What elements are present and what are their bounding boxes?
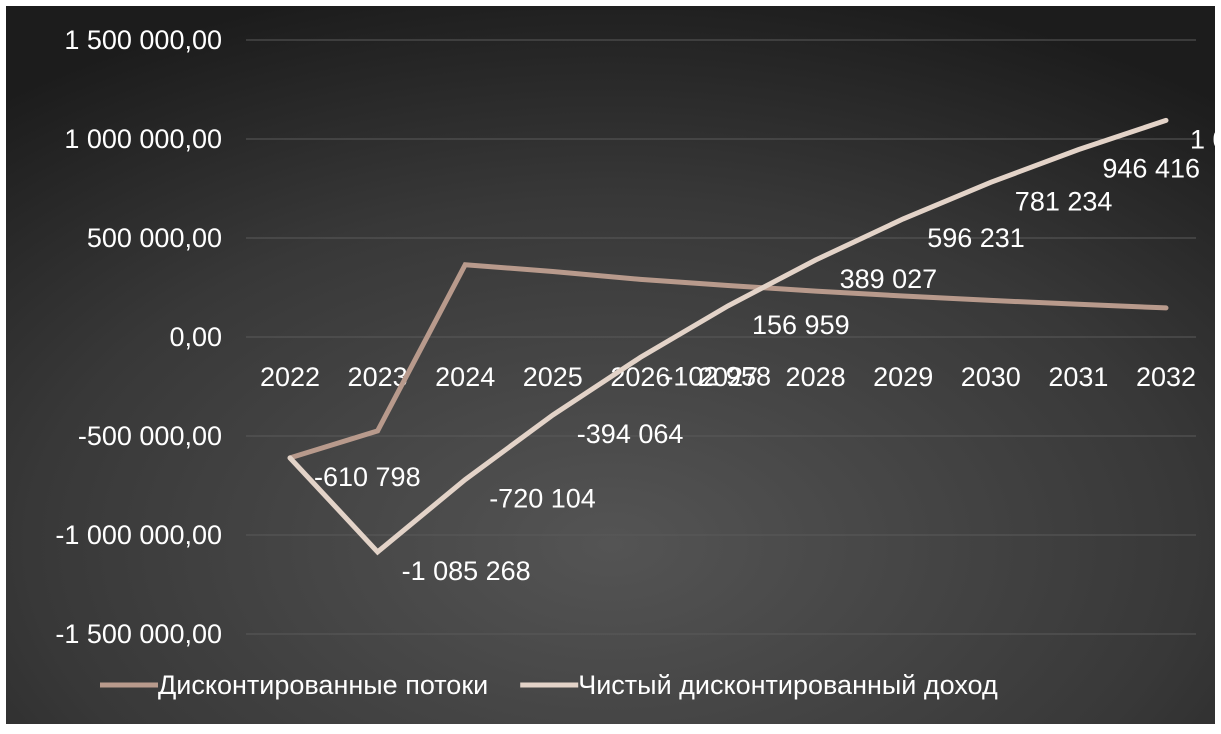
data-label: -610 798 (314, 462, 421, 492)
x-tick-label: 2023 (348, 362, 408, 392)
data-label: 781 234 (1015, 186, 1113, 216)
legend-entry: Чистый дисконтированный доход (578, 670, 998, 700)
y-tick-label: -500 000,00 (78, 421, 222, 451)
y-tick-label: 0,00 (169, 322, 222, 352)
y-tick-label: -1 000 000,00 (55, 520, 222, 550)
x-tick-label: 2029 (873, 362, 933, 392)
data-labels: -610 798 -1 085 268 -720 104 -394 064 -102 9… (314, 124, 1221, 585)
x-tick-label: 2028 (786, 362, 846, 392)
data-label: -102 958 (664, 361, 771, 391)
series-lines (287, 117, 1169, 556)
x-tick-label: 2030 (961, 362, 1021, 392)
data-label: 1 093 900 (1190, 124, 1221, 154)
x-tick-label: 2025 (523, 362, 583, 392)
data-label: 946 416 (1102, 154, 1200, 184)
data-label: 596 231 (927, 223, 1025, 253)
x-tick-label: 2032 (1136, 362, 1196, 392)
data-label: -720 104 (489, 484, 596, 514)
x-axis-tick-labels: 2022 2023 2024 2025 2026 2027 2028 2029 2030 2031… (260, 362, 1196, 392)
y-tick-label: 500 000,00 (87, 223, 222, 253)
y-tick-label: 1 500 000,00 (64, 25, 222, 55)
y-axis-tick-labels: 1 500 000,00 1 000 000,00 500 000,00 0,00 -5… (55, 25, 222, 649)
data-label: -394 064 (577, 419, 684, 449)
legend-entry: Дисконтированные потоки (158, 670, 488, 700)
gridlines (246, 39, 1196, 635)
x-tick-label: 2024 (435, 362, 495, 392)
chart-background (6, 6, 1215, 724)
y-tick-label: -1 500 000,00 (55, 619, 222, 649)
y-tick-label: 1 000 000,00 (64, 124, 222, 154)
x-tick-label: 2031 (1048, 362, 1108, 392)
series-line-1 (287, 262, 1169, 461)
x-tick-label: 2022 (260, 362, 320, 392)
series-line-2 (287, 117, 1169, 556)
data-label: 156 959 (752, 310, 850, 340)
data-label: 389 027 (840, 264, 938, 294)
data-label: -1 085 268 (402, 556, 531, 586)
x-tick-label: 2026 (610, 362, 670, 392)
legend: Дисконтированные потоки Чистый дисконтиро… (100, 670, 998, 700)
x-tick-label: 2027 (698, 362, 758, 392)
